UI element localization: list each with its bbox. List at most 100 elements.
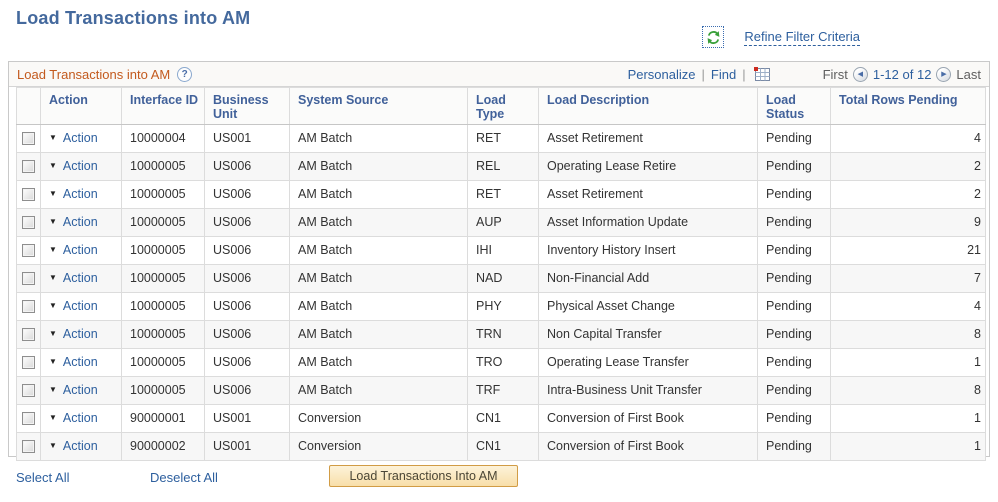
cell-system-source: AM Batch [289,179,468,209]
table-row: ▼ Action 10000005 US006 AM Batch TRN Non Capit… [16,319,986,349]
cell-interface-id: 10000005 [121,235,205,265]
load-transactions-into-am-button[interactable]: Load Transactions Into AM [329,465,518,487]
cell-load-description: Non-Financial Add [538,263,758,293]
cell-total-rows-pending: 1 [830,347,986,377]
refresh-icon[interactable] [702,26,725,48]
action-link[interactable]: Action [62,439,98,454]
action-link[interactable]: Action [62,383,98,398]
cell-system-source: AM Batch [289,347,468,377]
separator: | [701,66,705,82]
grid-body: ▼ Action 10000004 US001 AM Batch RET Asset Ret… [16,123,986,461]
cell-load-description: Inventory History Insert [538,235,758,265]
pager-range-link[interactable]: 1-12 of 12 [872,66,932,82]
load-transactions-groupbox: Load Transactions into AM ? Personalize … [8,61,990,461]
cell-interface-id: 10000005 [121,263,205,293]
dropdown-arrow-icon[interactable]: ▼ [49,161,57,171]
cell-business-unit: US006 [204,151,290,181]
action-link[interactable]: Action [62,131,98,146]
row-checkbox[interactable] [22,272,35,286]
row-checkbox[interactable] [22,440,35,454]
table-row: ▼ Action 10000005 US006 AM Batch REL Operating… [16,151,986,181]
cell-load-type: AUP [467,207,539,237]
cell-load-status: Pending [757,403,831,433]
cell-total-rows-pending: 21 [830,235,986,265]
dropdown-arrow-icon[interactable]: ▼ [49,357,57,367]
cell-business-unit: US006 [204,291,290,321]
row-checkbox[interactable] [22,216,35,230]
action-link[interactable]: Action [62,327,98,342]
cell-load-status: Pending [757,319,831,349]
row-select-cell [16,375,41,405]
action-link[interactable]: Action [62,159,98,174]
column-header-load-status: Load Status [757,87,831,125]
row-checkbox[interactable] [22,244,35,258]
cell-business-unit: US006 [204,347,290,377]
row-checkbox[interactable] [22,384,35,398]
dropdown-arrow-icon[interactable]: ▼ [49,273,57,283]
action-menu: ▼ Action [49,299,117,313]
action-link[interactable]: Action [62,411,98,426]
row-select-cell [16,179,41,209]
cell-load-status: Pending [757,235,831,265]
action-link[interactable]: Action [62,243,98,258]
cell-total-rows-pending: 1 [830,403,986,433]
row-checkbox[interactable] [22,132,35,146]
next-page-icon[interactable]: ▶ [936,66,952,82]
dropdown-arrow-icon[interactable]: ▼ [49,385,57,395]
personalize-link[interactable]: Personalize [627,66,696,82]
row-action-cell: ▼ Action [40,375,122,405]
cell-load-status: Pending [757,123,831,153]
help-icon[interactable]: ? [177,66,193,82]
cell-interface-id: 90000001 [121,403,205,433]
pager-first-label: First [822,66,848,82]
action-link[interactable]: Action [62,187,98,202]
cell-interface-id: 10000005 [121,375,205,405]
cell-business-unit: US006 [204,263,290,293]
row-action-cell: ▼ Action [40,403,122,433]
action-link[interactable]: Action [62,271,98,286]
dropdown-arrow-icon[interactable]: ▼ [49,189,57,199]
action-link[interactable]: Action [62,299,98,314]
cell-load-description: Intra-Business Unit Transfer [538,375,758,405]
cell-system-source: Conversion [289,403,468,433]
cell-load-status: Pending [757,347,831,377]
cell-load-description: Conversion of First Book [538,431,758,461]
row-checkbox[interactable] [22,328,35,342]
select-column-header [16,87,41,125]
table-row: ▼ Action 90000001 US001 Conversion CN1 Convers… [16,403,986,433]
cell-load-description: Asset Retirement [538,123,758,153]
download-to-excel-icon[interactable] [753,66,771,82]
cell-interface-id: 10000005 [121,291,205,321]
row-checkbox[interactable] [22,160,35,174]
dropdown-arrow-icon[interactable]: ▼ [49,329,57,339]
grid-toolbar: Personalize | Find | First ◀ [627,66,981,82]
cell-interface-id: 10000005 [121,151,205,181]
row-checkbox[interactable] [22,300,35,314]
find-link[interactable]: Find [710,66,737,82]
dropdown-arrow-icon[interactable]: ▼ [49,301,57,311]
cell-load-description: Operating Lease Transfer [538,347,758,377]
cell-load-description: Operating Lease Retire [538,151,758,181]
deselect-all-link[interactable]: Deselect All [150,470,218,485]
row-checkbox[interactable] [22,412,35,426]
previous-page-icon[interactable]: ◀ [852,66,868,82]
row-checkbox[interactable] [22,356,35,370]
cell-system-source: AM Batch [289,319,468,349]
dropdown-arrow-icon[interactable]: ▼ [49,217,57,227]
dropdown-arrow-icon[interactable]: ▼ [49,413,57,423]
cell-system-source: AM Batch [289,263,468,293]
action-link[interactable]: Action [62,215,98,230]
refine-filter-criteria-link[interactable]: Refine Filter Criteria [744,28,860,46]
cell-total-rows-pending: 4 [830,123,986,153]
separator: | [742,66,746,82]
dropdown-arrow-icon[interactable]: ▼ [49,441,57,451]
row-checkbox[interactable] [22,188,35,202]
row-select-cell [16,431,41,461]
cell-system-source: AM Batch [289,207,468,237]
dropdown-arrow-icon[interactable]: ▼ [49,245,57,255]
action-link[interactable]: Action [62,355,98,370]
select-all-link[interactable]: Select All [16,470,70,485]
dropdown-arrow-icon[interactable]: ▼ [49,133,57,143]
cell-interface-id: 10000005 [121,319,205,349]
action-menu: ▼ Action [49,383,117,397]
